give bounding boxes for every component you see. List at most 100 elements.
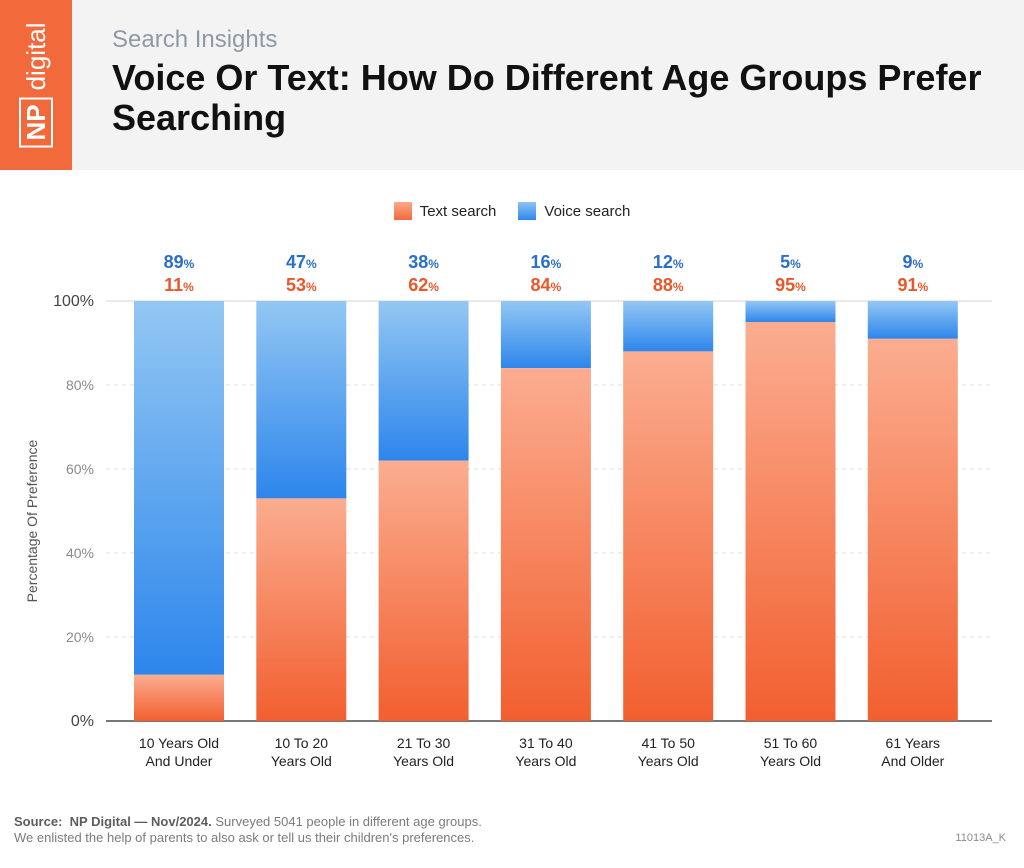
x-tick-label: 10 Years Old And Under [139, 735, 219, 769]
data-label-suffix: % [795, 280, 806, 294]
source-name: NP Digital — Nov/2024. [69, 814, 212, 829]
x-tick-line2: And Older [881, 753, 944, 769]
data-label-voice-value: 9 [902, 252, 912, 272]
chart-legend: Text search Voice search [0, 202, 1024, 220]
page-subtitle: Search Insights [112, 26, 278, 53]
data-label-text: 91% [897, 275, 928, 295]
header-banner [0, 0, 1024, 170]
x-tick-line1: 21 To 30 [397, 735, 451, 751]
x-tick-line1: 41 To 50 [641, 735, 695, 751]
np-digital-logo: NPdigital [0, 0, 72, 170]
data-label-suffix: % [673, 280, 684, 294]
data-label-text: 84% [531, 275, 562, 295]
x-tick-line1: 51 To 60 [764, 735, 818, 751]
y-tick-label: 100% [53, 293, 94, 310]
data-label-voice-value: 5 [780, 252, 790, 272]
data-label-suffix: % [917, 280, 928, 294]
data-label-text: 62% [408, 275, 439, 295]
data-label-voice-value: 47 [286, 252, 306, 272]
x-tick-label: 31 To 40 Years Old [515, 735, 576, 769]
data-label-text-value: 53 [286, 275, 306, 295]
data-label-text: 53% [286, 275, 317, 295]
bar-voice-search [256, 301, 347, 499]
data-label-text: 11% [164, 275, 194, 295]
source-line2: We enlisted the help of parents to also … [14, 830, 475, 845]
bar-voice-search [500, 301, 591, 369]
x-tick-line1: 61 Years [886, 735, 941, 751]
bar-voice-search [623, 301, 714, 352]
y-tick-label: 0% [71, 713, 94, 730]
data-label-suffix: % [428, 280, 439, 294]
legend-label-voice: Voice search [544, 202, 631, 220]
data-label-text-value: 84 [531, 275, 551, 295]
data-label-suffix: % [551, 257, 562, 271]
x-tick-label: 10 To 20 Years Old [271, 735, 332, 769]
data-label-suffix: % [551, 280, 562, 294]
bar-text-search [256, 498, 347, 721]
data-label-suffix: % [673, 257, 684, 271]
x-tick-label: 21 To 30 Years Old [393, 735, 454, 769]
data-label-voice: 12% [653, 252, 684, 272]
data-label-voice: 47% [286, 252, 317, 272]
bar-text-search [500, 368, 591, 721]
x-tick-line2: Years Old [638, 753, 699, 769]
x-tick-label: 41 To 50 Years Old [638, 735, 699, 769]
source-line1: Surveyed 5041 people in different age gr… [215, 814, 482, 829]
data-label-text-value: 88 [653, 275, 673, 295]
x-tick-line2: Years Old [515, 753, 576, 769]
data-label-voice: 38% [408, 252, 439, 272]
data-label-suffix: % [306, 257, 317, 271]
data-label-voice: 5% [780, 252, 801, 272]
x-tick-label: 51 To 60 Years Old [760, 735, 821, 769]
data-label-voice-value: 38 [408, 252, 428, 272]
data-label-voice: 9% [902, 252, 923, 272]
data-label-suffix: % [184, 257, 195, 271]
source-footer: Source: NP Digital — Nov/2024. Surveyed … [14, 814, 482, 846]
bar-text-search [134, 674, 224, 721]
data-label-voice: 89% [164, 252, 195, 272]
data-label-text-value: 62 [408, 275, 428, 295]
bar-text-search [745, 322, 836, 721]
y-axis-title: Percentage Of Preference [24, 439, 40, 602]
data-label-suffix: % [790, 257, 801, 271]
bar-text-search [623, 351, 714, 721]
data-label-text-value: 95 [775, 275, 795, 295]
legend-item-text-search: Text search [393, 202, 497, 220]
bar-voice-search [378, 301, 469, 461]
x-tick-line1: 10 To 20 [275, 735, 329, 751]
x-tick-line2: Years Old [271, 753, 332, 769]
y-tick-label: 20% [66, 629, 94, 645]
x-tick-label: 61 Years And Older [881, 735, 944, 769]
data-label-suffix: % [183, 280, 194, 294]
x-tick-line1: 10 Years Old [139, 735, 219, 751]
bar-voice-search [745, 301, 836, 322]
legend-item-voice-search: Voice search [518, 202, 630, 220]
x-tick-line2: Years Old [760, 753, 821, 769]
data-label-text-value: 91 [897, 275, 917, 295]
data-label-text: 95% [775, 275, 806, 295]
y-tick-label: 60% [66, 461, 94, 477]
bar-voice-search [134, 301, 224, 675]
bar-voice-search [867, 301, 958, 339]
y-tick-label: 40% [66, 545, 94, 561]
data-label-voice: 16% [531, 252, 562, 272]
data-label-voice-value: 89 [164, 252, 184, 272]
data-label-suffix: % [428, 257, 439, 271]
data-label-text-value: 11 [164, 275, 183, 295]
data-label-voice-value: 16 [531, 252, 551, 272]
x-tick-line2: And Under [146, 753, 213, 769]
data-label-suffix: % [306, 280, 317, 294]
data-label-text: 88% [653, 275, 684, 295]
x-tick-line1: 31 To 40 [519, 735, 573, 751]
chart-code: 11013A_K [955, 832, 1006, 844]
page-title: Voice Or Text: How Do Different Age Grou… [112, 57, 982, 138]
bar-text-search [867, 338, 958, 721]
legend-label-text: Text search [419, 202, 497, 220]
legend-swatch-voice [518, 202, 537, 220]
data-label-suffix: % [912, 257, 923, 271]
legend-swatch-text [393, 202, 412, 220]
y-tick-label: 80% [66, 377, 94, 393]
data-label-voice-value: 12 [653, 252, 673, 272]
x-tick-line2: Years Old [393, 753, 454, 769]
